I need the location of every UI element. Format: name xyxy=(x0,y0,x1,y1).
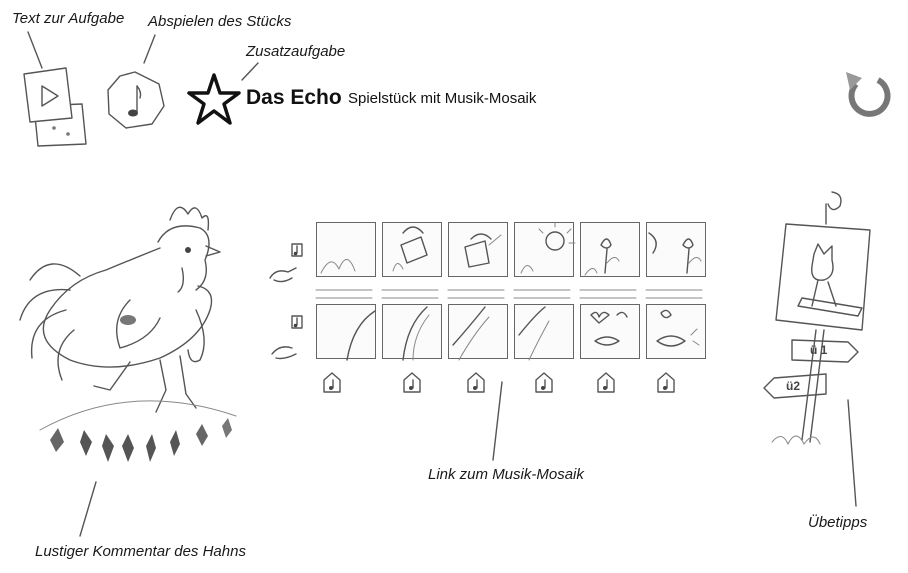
rooster-comment-illustration[interactable] xyxy=(10,190,255,480)
row2-note-hand-icon xyxy=(271,315,303,360)
note-house-button-5[interactable] xyxy=(596,372,616,394)
watering-can-icon xyxy=(392,226,428,272)
mosaic-cell-row2-5[interactable] xyxy=(580,304,640,359)
mosaic-cell-row2-6[interactable] xyxy=(646,304,706,359)
page-subtitle: Spielstück mit Musik-Mosaik xyxy=(348,90,537,107)
annotation-play-piece: Abspielen des Stücks xyxy=(148,13,292,30)
mosaic-cell-row2-1[interactable] xyxy=(316,304,376,361)
note-house-button-2[interactable] xyxy=(402,372,422,394)
mosaic-cell-row1-2[interactable] xyxy=(382,222,442,277)
rooster-icon xyxy=(19,206,237,462)
pointer-practice-tips xyxy=(847,399,857,507)
play-piece-button[interactable] xyxy=(104,70,166,130)
leaf-icon xyxy=(452,306,490,361)
leaf-icon xyxy=(402,306,430,361)
annotation-mosaic-link: Link zum Musik-Mosaik xyxy=(428,466,584,483)
mosaic-cell-row1-6[interactable] xyxy=(646,222,706,277)
mosaic-cell-row1-1[interactable] xyxy=(316,222,376,277)
leaf-icon xyxy=(346,310,376,361)
grass-icon xyxy=(320,259,356,274)
mosaic-cell-row1-3[interactable] xyxy=(448,222,508,277)
play-icon xyxy=(23,67,87,147)
butterfly-icon xyxy=(590,311,628,346)
annotation-practice-tips: Übetipps xyxy=(808,514,868,531)
note-house-button-4[interactable] xyxy=(534,372,554,394)
sun-icon xyxy=(520,222,576,274)
page-title: Das Echo xyxy=(246,86,342,109)
watering-can-icon xyxy=(464,233,502,268)
note-house-button-3[interactable] xyxy=(466,372,486,394)
sign-upper-label: ü 1 xyxy=(810,343,828,357)
row-separator xyxy=(315,289,713,299)
extra-task-star-button[interactable] xyxy=(186,72,242,128)
sun-flower-icon xyxy=(648,232,702,274)
music-note-icon xyxy=(107,71,165,129)
star-icon xyxy=(187,73,241,125)
practice-tips-signpost[interactable]: ü 1 ü2 xyxy=(762,190,892,460)
mosaic-cell-row2-4[interactable] xyxy=(514,304,574,361)
note-house-button-6[interactable] xyxy=(656,372,676,394)
mosaic-cell-row2-3[interactable] xyxy=(448,304,508,361)
signpost-icon xyxy=(763,191,871,446)
pointer-play-piece xyxy=(143,34,156,64)
reset-button[interactable] xyxy=(842,68,896,122)
annotation-extra-task: Zusatzaufgabe xyxy=(246,43,346,60)
music-mosaic-link[interactable] xyxy=(266,218,713,398)
leaf-icon xyxy=(518,306,550,361)
refresh-icon xyxy=(846,72,891,117)
pointer-extra-task xyxy=(241,62,259,81)
mosaic-cell-row1-4[interactable] xyxy=(514,222,576,277)
note-house-button-1[interactable] xyxy=(322,372,342,394)
annotation-rooster-comment: Lustiger Kommentar des Hahns xyxy=(35,543,246,560)
sign-lower-label: ü2 xyxy=(786,379,801,393)
annotation-task-text: Text zur Aufgabe xyxy=(12,10,125,27)
pointer-mosaic-link xyxy=(492,381,503,461)
row1-note-hand-icon xyxy=(269,243,303,283)
mosaic-cell-row1-5[interactable] xyxy=(580,222,640,277)
pointer-rooster-comment xyxy=(79,481,97,537)
flower-icon xyxy=(584,238,620,276)
mosaic-cell-row2-2[interactable] xyxy=(382,304,442,361)
flower-leaf-icon xyxy=(656,309,700,347)
task-text-button[interactable] xyxy=(20,66,92,150)
pointer-task-text xyxy=(27,31,43,69)
